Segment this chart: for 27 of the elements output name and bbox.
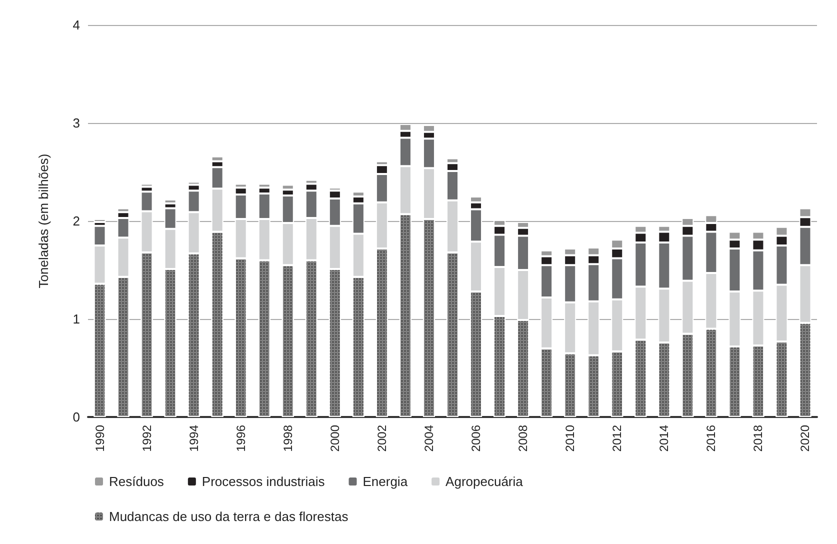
legend-label: Mudancas de uso da terra e das florestas — [109, 509, 349, 524]
x-tick-label: 2004 — [422, 424, 436, 452]
legend-label: Processos industriais — [202, 474, 326, 489]
legend-label: Energia — [362, 474, 408, 489]
x-tick-label: 1992 — [140, 424, 154, 452]
x-tick-label: 2002 — [374, 424, 389, 452]
x-tick-label: 2014 — [657, 424, 672, 452]
legend-label: Agropecuária — [446, 474, 524, 489]
x-tick-label: 1994 — [186, 424, 201, 452]
y-tick-label: 2 — [72, 214, 80, 228]
x-tick-label: 2020 — [798, 424, 812, 452]
x-tick-label: 2010 — [563, 424, 578, 452]
x-tick-label: 2018 — [751, 424, 766, 452]
x-tick-label: 1996 — [234, 424, 248, 452]
x-tick-label: 2000 — [328, 424, 342, 452]
x-tick-label: 1990 — [92, 424, 107, 452]
x-tick-label: 2008 — [516, 424, 530, 452]
legend-label: Resíduos — [109, 474, 164, 489]
y-tick-label: 4 — [72, 18, 80, 32]
y-tick-label: 3 — [72, 116, 80, 130]
x-tick-label: 2012 — [610, 424, 624, 452]
y-tick-label: 1 — [72, 312, 80, 326]
y-axis-title: Toneladas (em bilhões) — [36, 154, 51, 288]
x-tick-label: 2006 — [469, 424, 484, 452]
x-tick-label: 1998 — [280, 424, 295, 452]
y-tick-label: 0 — [72, 410, 80, 424]
x-tick-label: 2016 — [704, 424, 718, 452]
